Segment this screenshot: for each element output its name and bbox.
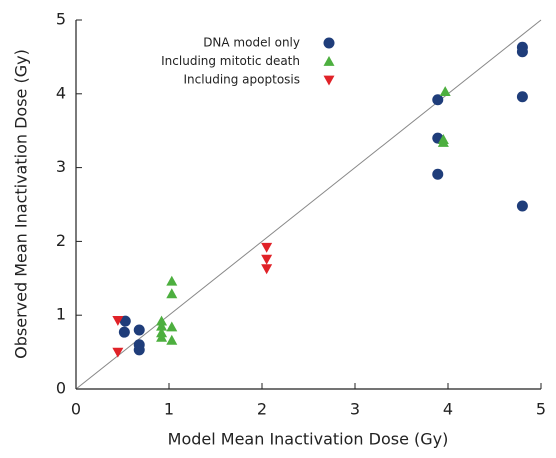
point xyxy=(166,334,178,345)
point xyxy=(112,315,124,326)
point xyxy=(133,324,145,336)
point xyxy=(261,242,273,253)
x-tick-label: 1 xyxy=(164,400,174,419)
y-tick-label: 0 xyxy=(56,379,66,398)
y-axis-title: Observed Mean Inactivation Dose (Gy) xyxy=(12,49,31,359)
y-tick-label: 3 xyxy=(56,157,66,176)
legend-marker xyxy=(323,56,335,66)
x-tick-label: 5 xyxy=(536,400,546,419)
point xyxy=(261,254,273,265)
legend-label: DNA model only xyxy=(203,36,300,50)
point xyxy=(166,275,178,286)
point xyxy=(432,168,444,180)
y-tick-label: 1 xyxy=(56,305,66,324)
x-tick-label: 3 xyxy=(350,400,360,419)
point xyxy=(112,347,124,358)
legend-marker xyxy=(323,75,335,86)
legend-marker xyxy=(323,37,335,49)
legend-label: Including mitotic death xyxy=(161,54,300,68)
x-tick-label: 4 xyxy=(443,400,453,419)
point xyxy=(133,344,145,356)
point xyxy=(261,264,273,275)
y-tick-label: 5 xyxy=(56,10,66,29)
y-tick-label: 2 xyxy=(56,231,66,250)
point xyxy=(119,315,131,327)
point xyxy=(166,321,178,332)
point xyxy=(166,288,178,299)
x-tick-label: 0 xyxy=(71,400,81,419)
x-tick-label: 2 xyxy=(257,400,267,419)
point xyxy=(432,94,444,106)
point xyxy=(516,46,528,58)
point xyxy=(156,331,168,342)
point xyxy=(156,315,168,326)
legend-label: Including apoptosis xyxy=(184,73,300,87)
x-axis-title: Model Mean Inactivation Dose (Gy) xyxy=(168,430,449,449)
point xyxy=(439,86,451,96)
point xyxy=(516,200,528,212)
point xyxy=(516,91,528,103)
point xyxy=(437,137,449,147)
point xyxy=(118,326,130,338)
y-tick-label: 4 xyxy=(56,83,66,102)
identity-line xyxy=(75,19,542,390)
point xyxy=(156,320,168,331)
